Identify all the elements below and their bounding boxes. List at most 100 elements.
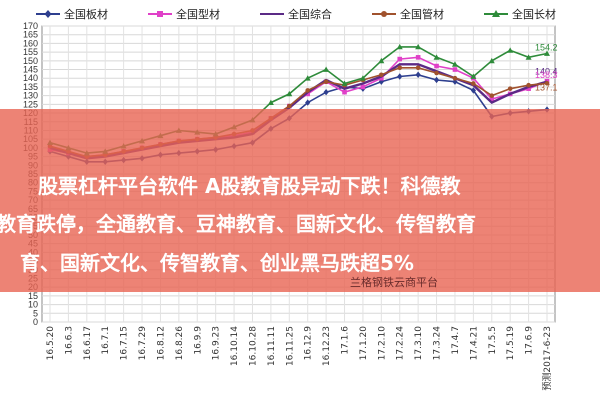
- legend-label: 全国长材: [512, 7, 556, 21]
- data-point: [415, 55, 421, 60]
- legend-label: 全国管材: [400, 7, 444, 21]
- data-point: [267, 99, 274, 106]
- data-point: [341, 80, 348, 86]
- x-tick-label: 16.9.23: [212, 326, 222, 360]
- data-point: [323, 88, 329, 96]
- legend-label: 全国综合: [288, 7, 332, 21]
- data-point: [305, 99, 311, 106]
- data-point: [489, 96, 495, 102]
- x-tick-label: 16.12.9: [304, 326, 314, 361]
- x-tick-label: 16.7.29: [138, 326, 148, 361]
- data-point: [470, 73, 477, 79]
- data-point: [526, 82, 531, 88]
- watermark-text: 兰格钢铁云商平台: [350, 276, 438, 289]
- y-tick-label: 15: [28, 291, 38, 301]
- headline-line-3: 育、国新文化、传智教育、创业黑马跌超5%: [20, 251, 414, 275]
- data-point: [507, 47, 514, 53]
- data-point: [544, 50, 550, 56]
- data-point: [415, 65, 421, 71]
- data-point: [544, 80, 550, 86]
- data-point: [397, 56, 403, 62]
- y-tick-label: 150: [23, 56, 38, 66]
- x-tick-label: 16.6.17: [83, 326, 93, 360]
- x-tick-label: 17.5.5: [488, 326, 498, 355]
- data-point: [323, 79, 329, 85]
- x-tick-label: 16.9.9: [193, 326, 203, 355]
- data-point: [396, 43, 403, 50]
- legend-marker: [44, 10, 52, 18]
- x-tick-label: 16.12.23: [322, 326, 332, 366]
- legend-marker: [157, 11, 163, 17]
- x-tick-label: 16.7.15: [120, 326, 130, 360]
- legend: 全国板材 全国型材 全国综合 全国管材 全国长材: [36, 7, 556, 21]
- x-tick-label: 17.4.7: [451, 326, 461, 355]
- data-point: [434, 63, 439, 69]
- y-tick-label: 145: [23, 65, 38, 75]
- data-point: [305, 91, 311, 97]
- x-tick-label: 16.10.28: [248, 326, 258, 366]
- legend-marker: [492, 10, 500, 17]
- y-tick-label: 140: [23, 73, 38, 83]
- headline-line-2: 教育跌停，全通教育、豆神教育、国新文化、传智教育: [0, 212, 476, 236]
- data-point: [286, 103, 292, 109]
- data-point: [379, 75, 384, 81]
- end-value-label: 154.2: [535, 43, 558, 53]
- legend-item: 全国型材: [148, 7, 220, 21]
- x-tick-label: 16.6.3: [64, 326, 74, 355]
- data-point: [525, 54, 532, 60]
- data-point: [378, 57, 385, 64]
- x-tick-label: 16.10.14: [230, 326, 240, 366]
- x-tick-label: 16.7.1: [101, 326, 111, 355]
- data-point: [489, 93, 495, 98]
- y-tick-label: 125: [23, 99, 38, 109]
- headline-line-1: 股票杠杆平台软件 A股教育股异动下跌！科德教: [38, 174, 461, 198]
- data-point: [452, 67, 458, 72]
- data-point: [342, 89, 347, 95]
- y-tick-label: 130: [23, 91, 38, 101]
- end-value-label: 137.1: [535, 82, 558, 92]
- y-tick-label: 155: [23, 47, 38, 57]
- data-point: [397, 65, 403, 71]
- x-tick-label: 预测2017-6-23: [542, 326, 553, 391]
- data-point: [359, 75, 366, 81]
- legend-label: 全国板材: [64, 7, 108, 21]
- x-tick-label: 17.5.19: [506, 326, 516, 361]
- data-point: [433, 76, 440, 84]
- data-point: [451, 61, 458, 67]
- y-tick-label: 160: [23, 38, 38, 48]
- data-point: [526, 86, 531, 91]
- y-tick-label: 165: [23, 30, 38, 40]
- x-tick-label: 16.11.11: [267, 326, 277, 366]
- legend-label: 全国型材: [176, 7, 220, 21]
- x-tick-label: 16.11.25: [285, 326, 295, 366]
- data-point: [379, 72, 384, 78]
- data-point: [433, 54, 440, 60]
- x-tick-label: 17.6.9: [525, 326, 535, 355]
- data-point: [323, 66, 330, 72]
- x-tick-label: 17.2.10: [377, 326, 387, 361]
- headline-banner: 股票杠杆平台软件 A股教育股异动下跌！科德教 教育跌停，全通教育、豆神教育、国新…: [0, 109, 600, 292]
- y-tick-label: 135: [23, 82, 38, 92]
- data-point: [286, 90, 293, 97]
- data-point: [304, 75, 311, 81]
- data-point: [470, 87, 476, 94]
- data-point: [471, 81, 476, 86]
- legend-item: 全国长材: [484, 7, 556, 21]
- x-tick-label: 17.1.20: [359, 326, 369, 361]
- y-tick-label: 10: [28, 300, 38, 310]
- end-value-label: 140.4: [535, 67, 558, 77]
- x-tick-label: 17.2.24: [396, 326, 406, 361]
- x-tick-label: 16.5.20: [46, 326, 56, 361]
- y-tick-label: 5: [33, 308, 38, 318]
- data-point: [415, 43, 422, 50]
- data-point: [488, 57, 495, 64]
- x-tick-label: 16.8.12: [156, 326, 166, 360]
- data-point: [305, 88, 311, 93]
- data-point: [452, 75, 458, 81]
- y-tick-label: 170: [23, 21, 38, 31]
- x-tick-label: 17.3.10: [414, 326, 424, 361]
- y-tick-label: 0: [33, 317, 38, 327]
- x-tick-label: 17.1.6: [341, 326, 351, 355]
- data-point: [507, 86, 513, 91]
